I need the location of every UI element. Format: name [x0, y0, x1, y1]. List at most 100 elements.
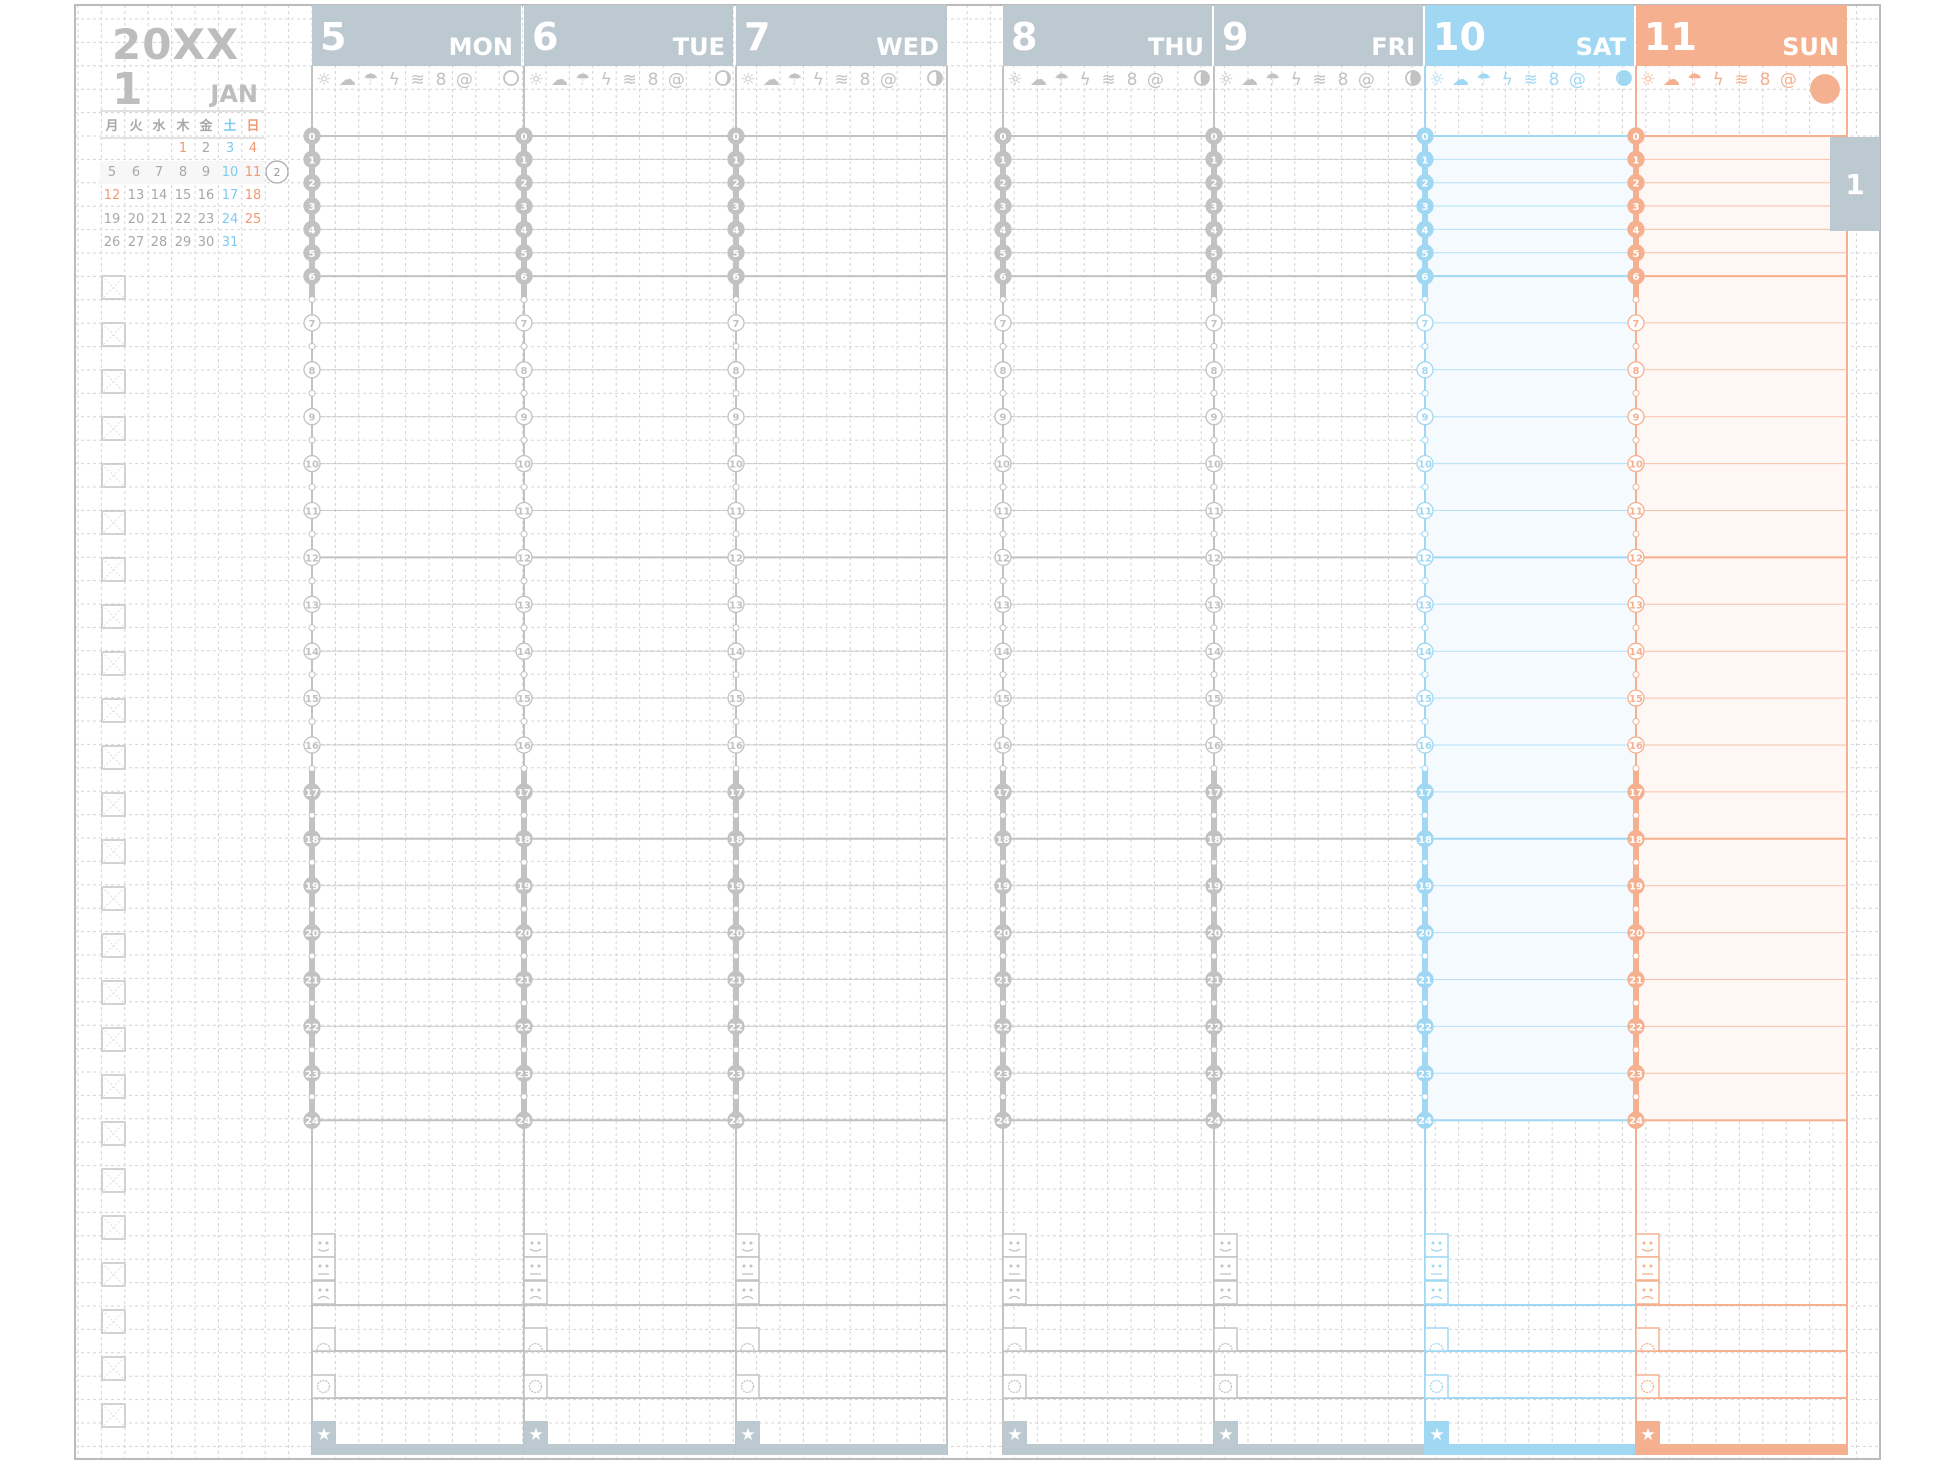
sad-face-icon[interactable] — [311, 1280, 336, 1305]
calendar-day[interactable]: 26 — [103, 235, 121, 250]
checkbox[interactable] — [101, 557, 126, 582]
star-icon[interactable] — [1003, 1421, 1027, 1445]
calendar-day[interactable]: 11 — [244, 164, 262, 180]
neutral-face-icon[interactable] — [1002, 1256, 1027, 1281]
snowman-icon[interactable]: 8 — [1127, 70, 1138, 90]
checkbox[interactable] — [101, 1074, 126, 1099]
smile-icon[interactable] — [1002, 1233, 1027, 1258]
wind-icon[interactable]: ≋ — [1312, 70, 1326, 90]
checkbox[interactable] — [101, 1309, 126, 1334]
calendar-day[interactable]: 13 — [127, 188, 145, 203]
sun-icon[interactable] — [1213, 1374, 1238, 1399]
lightning-icon[interactable]: ϟ — [1080, 70, 1091, 90]
snowman-icon[interactable]: 8 — [1338, 70, 1349, 90]
calendar-day[interactable]: 15 — [174, 188, 192, 203]
checkbox[interactable] — [101, 1262, 126, 1287]
calendar-day[interactable]: 28 — [150, 235, 168, 250]
sun-icon[interactable] — [1424, 1374, 1449, 1399]
calendar-day[interactable]: 17 — [221, 188, 239, 203]
checkbox[interactable] — [101, 510, 126, 535]
lightning-icon[interactable]: ϟ — [601, 70, 612, 90]
checkbox[interactable] — [101, 416, 126, 441]
calendar-day[interactable]: 12 — [103, 188, 121, 203]
umbrella-icon[interactable]: ☂ — [1687, 70, 1702, 90]
checkbox[interactable] — [101, 1027, 126, 1052]
sad-face-icon[interactable] — [1635, 1280, 1660, 1305]
sun-icon[interactable]: ☼ — [1640, 70, 1655, 90]
month-tab[interactable]: 1 — [1830, 137, 1880, 231]
sun-icon[interactable] — [1635, 1374, 1660, 1399]
lightning-icon[interactable]: ϟ — [1502, 70, 1513, 90]
calendar-day[interactable]: 19 — [103, 211, 121, 227]
calendar-day[interactable]: 14 — [150, 188, 168, 203]
checkbox[interactable] — [101, 1168, 126, 1193]
wind-icon[interactable]: ≋ — [622, 70, 636, 90]
calendar-day[interactable]: 31 — [221, 235, 239, 250]
calendar-day[interactable]: 29 — [174, 235, 192, 250]
star-icon[interactable] — [736, 1421, 760, 1445]
neutral-face-icon[interactable] — [1635, 1256, 1660, 1281]
cloud-icon[interactable]: ☁ — [763, 70, 780, 90]
cloud-icon[interactable]: ☁ — [1663, 70, 1680, 90]
star-icon[interactable] — [1214, 1421, 1238, 1445]
checkbox[interactable] — [101, 792, 126, 817]
cloud-icon[interactable]: ☁ — [1452, 70, 1469, 90]
calendar-day[interactable]: 9 — [201, 164, 211, 180]
typhoon-icon[interactable]: @ — [456, 70, 473, 90]
sunrise-icon[interactable] — [1635, 1327, 1660, 1352]
calendar-day[interactable]: 1 — [178, 141, 188, 156]
checkbox[interactable] — [101, 322, 126, 347]
sun-icon[interactable] — [1002, 1374, 1027, 1399]
calendar-day[interactable]: 30 — [197, 235, 215, 250]
neutral-face-icon[interactable] — [311, 1256, 336, 1281]
sad-face-icon[interactable] — [1002, 1280, 1027, 1305]
sun-icon[interactable]: ☼ — [528, 70, 543, 90]
checkbox[interactable] — [101, 463, 126, 488]
sunrise-icon[interactable] — [735, 1327, 760, 1352]
checkbox[interactable] — [101, 369, 126, 394]
sun-icon[interactable] — [311, 1374, 336, 1399]
calendar-day[interactable]: 16 — [197, 188, 215, 203]
smile-icon[interactable] — [523, 1233, 548, 1258]
wind-icon[interactable]: ≋ — [1523, 70, 1537, 90]
snowman-icon[interactable]: 8 — [1760, 70, 1771, 90]
checkbox[interactable] — [101, 745, 126, 770]
wind-icon[interactable]: ≋ — [1101, 70, 1115, 90]
neutral-face-icon[interactable] — [735, 1256, 760, 1281]
wind-icon[interactable]: ≋ — [1734, 70, 1748, 90]
sunrise-icon[interactable] — [523, 1327, 548, 1352]
calendar-day[interactable]: 3 — [225, 141, 235, 156]
lightning-icon[interactable]: ϟ — [813, 70, 824, 90]
checkbox[interactable] — [101, 604, 126, 629]
checkbox[interactable] — [101, 1121, 126, 1146]
typhoon-icon[interactable]: @ — [1780, 70, 1797, 90]
umbrella-icon[interactable]: ☂ — [1476, 70, 1491, 90]
umbrella-icon[interactable]: ☂ — [363, 70, 378, 90]
wind-icon[interactable]: ≋ — [834, 70, 848, 90]
calendar-day[interactable]: 24 — [221, 211, 239, 227]
cloud-icon[interactable]: ☁ — [339, 70, 356, 90]
typhoon-icon[interactable]: @ — [668, 70, 685, 90]
sun-icon[interactable]: ☼ — [1429, 70, 1444, 90]
checkbox[interactable] — [101, 1215, 126, 1240]
sad-face-icon[interactable] — [1424, 1280, 1449, 1305]
typhoon-icon[interactable]: @ — [880, 70, 897, 90]
checkbox[interactable] — [101, 698, 126, 723]
lightning-icon[interactable]: ϟ — [1291, 70, 1302, 90]
star-icon[interactable] — [524, 1421, 548, 1445]
star-icon[interactable] — [312, 1421, 336, 1445]
calendar-day[interactable]: 4 — [248, 141, 258, 156]
snowman-icon[interactable]: 8 — [648, 70, 659, 90]
calendar-day[interactable]: 2 — [201, 141, 211, 156]
lightning-icon[interactable]: ϟ — [1713, 70, 1724, 90]
calendar-day[interactable]: 20 — [127, 211, 145, 227]
calendar-day[interactable]: 7 — [154, 164, 164, 180]
wind-icon[interactable]: ≋ — [410, 70, 424, 90]
cloud-icon[interactable]: ☁ — [551, 70, 568, 90]
neutral-face-icon[interactable] — [523, 1256, 548, 1281]
sun-icon[interactable] — [735, 1374, 760, 1399]
neutral-face-icon[interactable] — [1213, 1256, 1238, 1281]
umbrella-icon[interactable]: ☂ — [787, 70, 802, 90]
smile-icon[interactable] — [1424, 1233, 1449, 1258]
cloud-icon[interactable]: ☁ — [1241, 70, 1258, 90]
